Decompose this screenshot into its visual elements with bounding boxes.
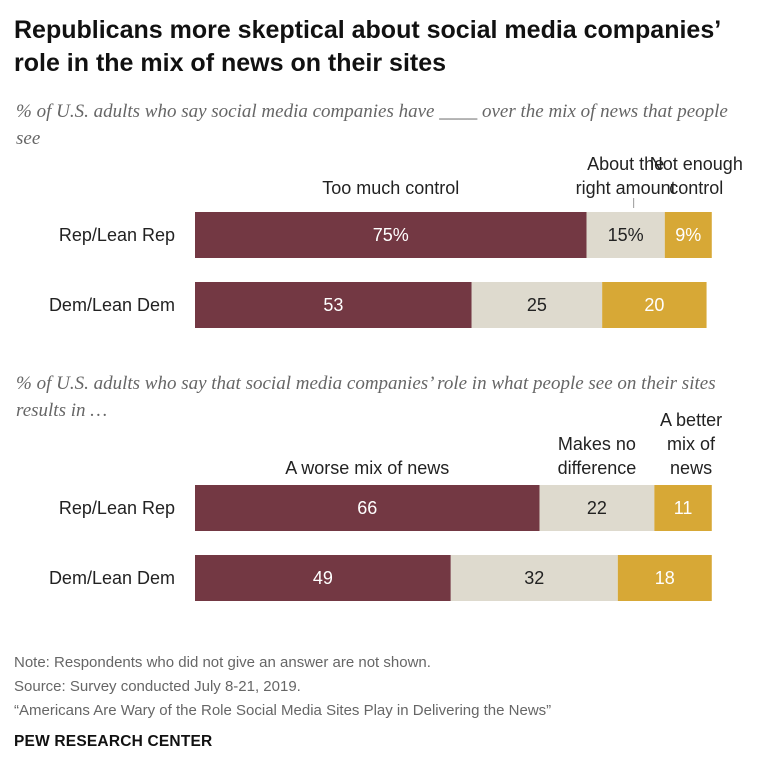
chart-1-subtitle: % of U.S. adults who say social media co… [16, 101, 728, 149]
category-label-rep-lean-rep: Rep/Lean Rep [59, 225, 175, 245]
bar-segment-dem-lean-dem-a-better-mix-of-news [617, 555, 712, 601]
chart-title: Republicans more skeptical about social … [14, 16, 720, 77]
legend-label-too-much-control: Too much control [322, 178, 459, 198]
pew-research-center-logo: PEW RESEARCH CENTER [14, 733, 213, 750]
bar-segment-rep-lean-rep-a-worse-mix-of-news [195, 485, 540, 531]
category-label-dem-lean-dem: Dem/Lean Dem [49, 295, 175, 315]
data-label-rep-lean-rep-not-enough-control: 9% [675, 225, 701, 245]
data-label-rep-lean-rep-too-much-control: 75% [373, 225, 409, 245]
legend-label-a-better-mix-of-news: A better mix of news [660, 410, 722, 478]
bar-segment-rep-lean-rep-too-much-control [195, 212, 587, 258]
data-label-rep-lean-rep-about-the-right-amount: 15% [608, 225, 644, 245]
legend-label-about-the-right-amount: About the right amount [576, 154, 676, 198]
legend-label-not-enough-control: Not enough control [650, 154, 743, 198]
bar-segment-rep-lean-rep-not-enough-control [664, 212, 712, 258]
data-label-dem-lean-dem-about-the-right-amount: 25 [527, 295, 547, 315]
bar-segment-dem-lean-dem-too-much-control [195, 282, 472, 328]
bar-segment-dem-lean-dem-not-enough-control [602, 282, 707, 328]
data-label-rep-lean-rep-makes-no-difference: 22 [587, 498, 607, 518]
footer-report-title: “Americans Are Wary of the Role Social M… [14, 702, 552, 719]
bar-segment-rep-lean-rep-about-the-right-amount [586, 212, 665, 258]
data-label-rep-lean-rep-a-better-mix-of-news: 11 [674, 498, 693, 518]
bar-segment-rep-lean-rep-makes-no-difference [539, 485, 655, 531]
chart-2-stacked-bars: A worse mix of news Makes no difference A b… [49, 410, 722, 601]
data-label-dem-lean-dem-a-better-mix-of-news: 18 [655, 568, 675, 588]
data-label-rep-lean-rep-a-worse-mix-of-news: 66 [357, 498, 377, 518]
legend-label-makes-no-difference: Makes no difference [558, 434, 637, 478]
data-label-dem-lean-dem-makes-no-difference: 32 [524, 568, 544, 588]
chart-1-stacked-bars: Too much control About the right amountNot… [49, 154, 743, 328]
bar-segment-dem-lean-dem-about-the-right-amount [471, 282, 603, 328]
chart-2-subtitle: % of U.S. adults who say that social med… [16, 373, 716, 421]
data-label-dem-lean-dem-too-much-control: 53 [323, 295, 343, 315]
footer-source: Source: Survey conducted July 8-21, 2019… [14, 678, 301, 695]
category-label-rep-lean-rep: Rep/Lean Rep [59, 498, 175, 518]
bar-segment-dem-lean-dem-a-worse-mix-of-news [195, 555, 451, 601]
category-label-dem-lean-dem: Dem/Lean Dem [49, 568, 175, 588]
data-label-dem-lean-dem-not-enough-control: 20 [644, 295, 664, 315]
footer-note: Note: Respondents who did not give an an… [14, 654, 431, 671]
bar-segment-dem-lean-dem-makes-no-difference [450, 555, 618, 601]
legend-label-a-worse-mix-of-news: A worse mix of news [285, 458, 449, 478]
data-label-dem-lean-dem-a-worse-mix-of-news: 49 [313, 568, 333, 588]
bar-segment-rep-lean-rep-a-better-mix-of-news [654, 485, 712, 531]
